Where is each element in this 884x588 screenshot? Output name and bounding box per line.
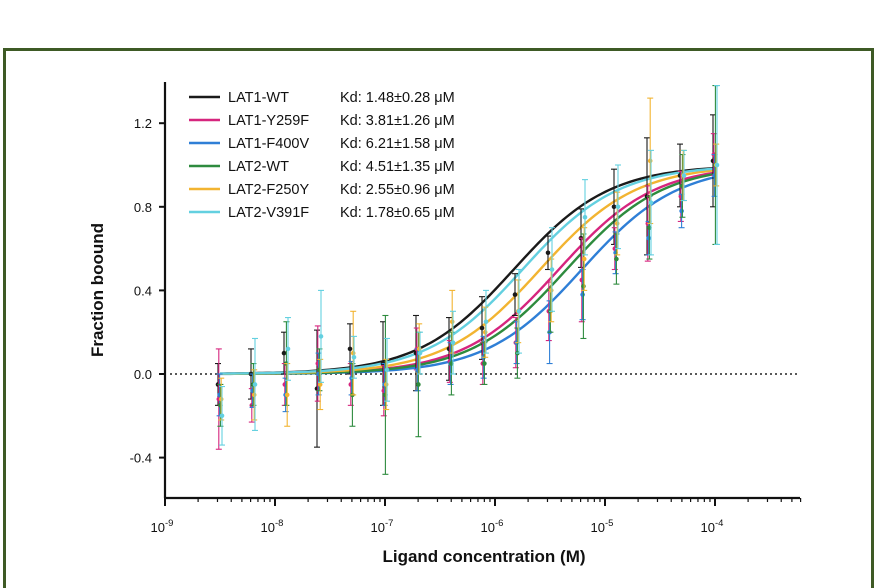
legend-kd: Kd: 6.21±1.58 μM: [340, 136, 455, 152]
y-tick-label: -0.4: [130, 451, 152, 466]
y-tick-label: 0.8: [134, 200, 152, 215]
legend-kd: Kd: 3.81±1.26 μM: [340, 113, 455, 129]
legend-kd: Kd: 1.78±0.65 μM: [340, 205, 455, 221]
data-point: [281, 350, 287, 356]
data-point: [219, 413, 225, 419]
fit-curve-lat2-v391f: [219, 167, 716, 375]
data-point: [450, 340, 456, 345]
x-tick-label: 10-7: [371, 518, 394, 535]
data-point: [545, 250, 551, 256]
legend-label: LAT1-Y259F: [228, 113, 309, 129]
data-point: [449, 319, 455, 325]
data-point: [516, 309, 522, 314]
data-point: [251, 392, 257, 398]
data-point: [383, 382, 389, 387]
data-point: [284, 392, 290, 398]
x-tick-label: 10-6: [481, 518, 504, 535]
data-point: [285, 346, 291, 352]
data-point: [679, 208, 684, 214]
legend-label: LAT2-F250Y: [228, 182, 309, 198]
data-point: [582, 214, 588, 220]
legend-kd: Kd: 1.48±0.28 μM: [340, 90, 455, 106]
data-point: [615, 204, 621, 210]
data-point: [318, 334, 324, 339]
data-point: [549, 267, 555, 272]
data-point: [714, 162, 720, 168]
x-tick-label: 10-8: [261, 518, 284, 535]
data-point: [512, 292, 518, 297]
legend-label: LAT2-V391F: [228, 205, 309, 221]
data-point: [416, 346, 422, 352]
data-point: [218, 396, 224, 402]
data-point: [479, 325, 485, 331]
data-point: [648, 200, 654, 205]
data-point: [482, 329, 488, 335]
x-tick-label: 10-4: [701, 518, 724, 535]
data-point: [548, 288, 554, 293]
fit-curve-lat2-wt: [219, 172, 716, 376]
legend-kd: Kd: 2.55±0.96 μM: [340, 182, 455, 198]
legend-kd: Kd: 4.51±1.35 μM: [340, 159, 455, 175]
x-axis-title: Ligand concentration (M): [382, 547, 585, 566]
data-point: [647, 158, 653, 164]
data-point: [614, 256, 619, 262]
y-tick-label: 0.0: [134, 367, 152, 382]
y-axis-title: Fraction boound: [88, 223, 107, 357]
data-point: [681, 173, 687, 178]
data-point: [482, 361, 487, 366]
data-point: [581, 283, 586, 289]
data-point: [611, 204, 617, 210]
data-point: [483, 319, 489, 325]
y-tick-label: 1.2: [134, 116, 152, 131]
legend: LAT1-WT Kd: 1.48±0.28 μM LAT1-Y259F Kd: 3.8…: [189, 90, 455, 221]
data-point: [614, 221, 620, 226]
legend-label: LAT1-F400V: [228, 136, 309, 152]
legend-label: LAT2-WT: [228, 159, 289, 175]
data-point: [351, 354, 357, 360]
data-point: [416, 382, 421, 387]
data-point: [384, 367, 390, 373]
data-point: [417, 350, 423, 356]
data-point: [350, 350, 356, 356]
data-point: [581, 256, 587, 262]
x-tick-label: 10-9: [151, 518, 174, 535]
x-tick-label: 10-5: [591, 518, 614, 535]
data-point: [317, 382, 323, 387]
data-point: [646, 235, 651, 241]
data-point: [347, 346, 353, 352]
axes-layer: 1.2 0.8 0.4 0.0 -0.4 10-9 10-8 10-7 10-6 10-5 10-4: [130, 82, 802, 535]
data-point: [580, 292, 585, 297]
fit-curves-layer: [219, 166, 716, 376]
legend-label: LAT1-WT: [228, 90, 289, 106]
y-tick-label: 0.4: [134, 283, 152, 298]
fit-curve-lat1-wt: [219, 166, 716, 375]
data-points-layer: [215, 85, 720, 475]
data-point: [252, 382, 258, 387]
